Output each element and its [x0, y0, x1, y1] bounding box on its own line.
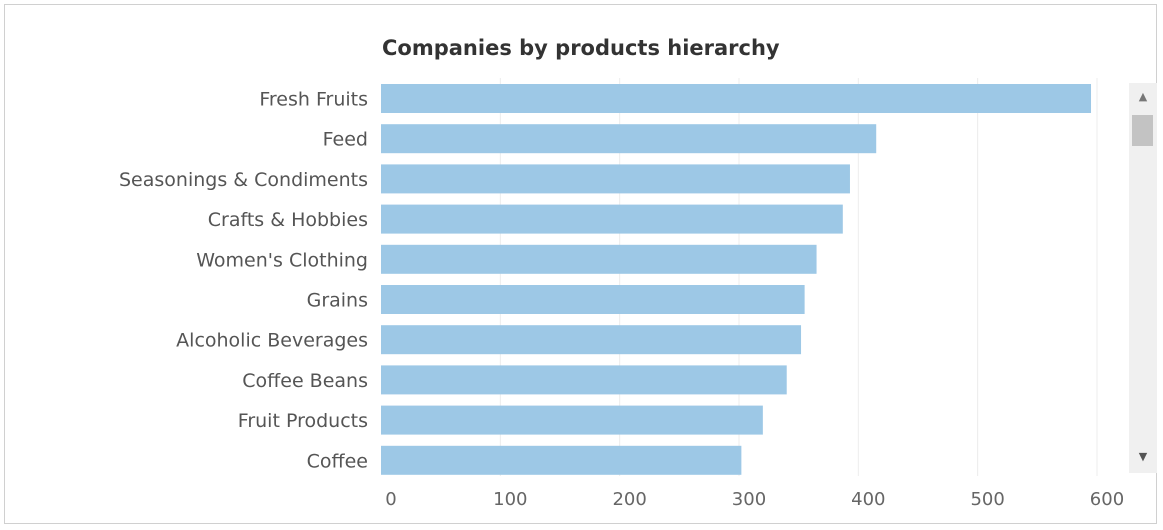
bar[interactable] [381, 84, 1092, 113]
bar[interactable] [381, 124, 877, 154]
category-label: Fruit Products [238, 410, 368, 432]
scroll-thumb[interactable] [1132, 115, 1153, 146]
category-label: Women's Clothing [196, 249, 368, 271]
chart-title: Companies by products hierarchy [382, 36, 780, 60]
bar[interactable] [381, 445, 742, 475]
x-tick-label: 600 [1090, 489, 1124, 510]
x-tick-label: 300 [732, 489, 766, 510]
bar[interactable] [381, 244, 817, 274]
category-label: Fresh Fruits [259, 89, 368, 111]
scroll-down-arrow-icon[interactable]: ▼ [1138, 450, 1148, 463]
category-label: Coffee Beans [242, 370, 368, 392]
bar[interactable] [381, 204, 843, 234]
bar[interactable] [381, 164, 850, 194]
category-label: Feed [323, 129, 368, 151]
category-label: Coffee [307, 450, 368, 472]
scroll-up-arrow-icon[interactable]: ▲ [1138, 90, 1148, 103]
x-tick-label: 0 [385, 489, 396, 510]
x-tick-label: 200 [612, 489, 646, 510]
x-tick-label: 400 [851, 489, 885, 510]
category-label: Grains [307, 290, 368, 312]
category-label: Crafts & Hobbies [208, 209, 368, 231]
bar[interactable] [381, 325, 802, 355]
x-tick-label: 100 [493, 489, 527, 510]
x-tick-label: 500 [970, 489, 1004, 510]
bar[interactable] [381, 285, 805, 314]
vertical-scrollbar[interactable]: ▲ ▼ [1129, 83, 1157, 473]
category-label: Seasonings & Condiments [119, 169, 368, 191]
category-label: Alcoholic Beverages [176, 330, 368, 352]
bar[interactable] [381, 405, 763, 435]
bar[interactable] [381, 365, 787, 395]
